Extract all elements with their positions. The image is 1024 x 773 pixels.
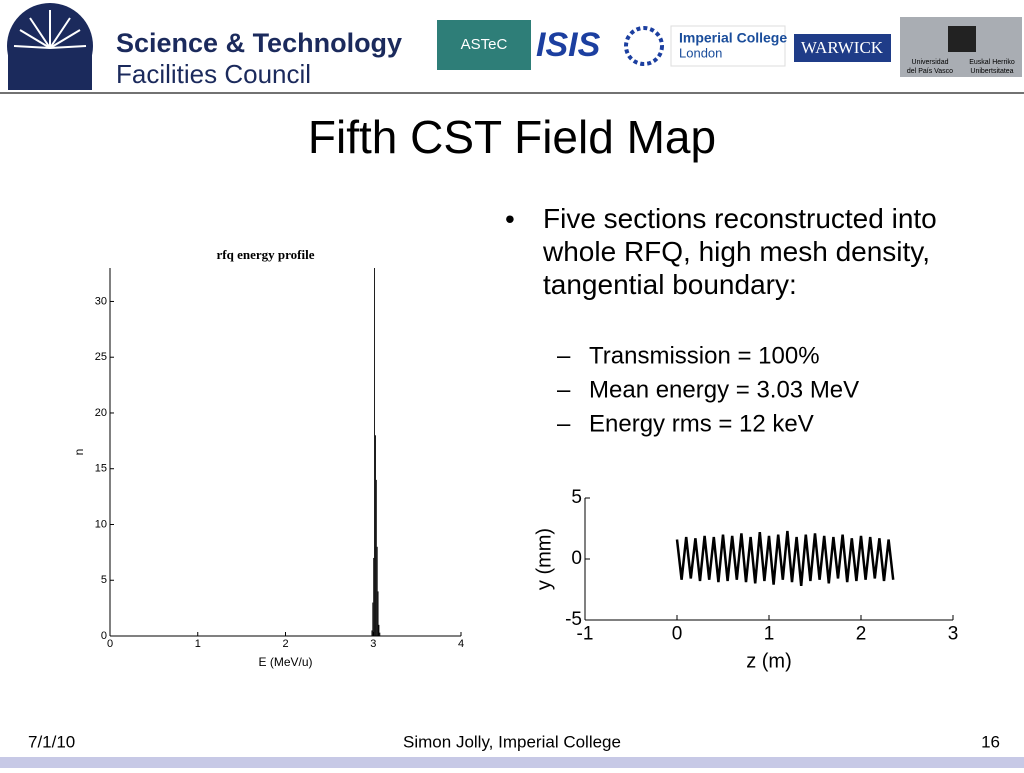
x-tick-label: 3 [948, 623, 959, 644]
histogram-bar [376, 546, 378, 636]
footer-author: Simon Jolly, Imperial College [403, 732, 621, 751]
astec-logo [437, 20, 531, 70]
y-tick-label: 15 [95, 463, 107, 475]
y-tick-label: 20 [95, 407, 107, 419]
sub-bullet-marker: – [557, 342, 571, 369]
x-axis-label: E (MeV/u) [258, 655, 312, 669]
sub-bullet: Mean energy = 3.03 MeV [589, 376, 859, 403]
x-tick-label: 1 [195, 638, 201, 650]
isis-text: ISIS [536, 26, 601, 64]
y-tick-label: 10 [95, 518, 107, 530]
chart-title: rfq energy profile [217, 247, 315, 262]
sub-bullet-marker: – [557, 410, 571, 437]
y-tick-label: 30 [95, 295, 107, 307]
x-tick-label: 1 [764, 623, 775, 644]
y-axis-label: n [72, 449, 86, 456]
warwick-text: WARWICK [801, 38, 884, 57]
bullet-text: Five sections reconstructed into whole R… [543, 203, 937, 300]
sub-bullet: Transmission = 100% [589, 342, 820, 369]
y-axis-label: y (mm) [533, 528, 555, 590]
imperial-logo [670, 25, 786, 67]
sub-bullet-marker: – [557, 376, 571, 403]
trajectory-line [675, 530, 895, 586]
histogram-bar [373, 557, 375, 636]
astec-text: ASTeC [461, 36, 508, 53]
upv-icon [948, 26, 976, 52]
x-tick-label: 0 [672, 623, 683, 644]
x-tick-label: 3 [370, 638, 376, 650]
histogram-bar [377, 591, 379, 636]
x-tick-label: 2 [282, 638, 288, 650]
footer-date: 7/1/10 [28, 732, 75, 751]
x-tick-label: 4 [458, 638, 464, 650]
histogram-bar [374, 268, 376, 636]
y-tick-label: -5 [565, 609, 582, 630]
stfc-sun [13, 10, 87, 49]
y-tick-label: 0 [101, 630, 107, 642]
y-tick-label: 25 [95, 351, 107, 363]
slide-title: Fifth CST Field Map [308, 111, 716, 163]
histogram-bar [371, 630, 373, 636]
imperial-text: Imperial College [679, 30, 787, 46]
x-tick-label: 0 [107, 638, 113, 650]
histogram-bar [372, 602, 374, 636]
sub-bullet: Energy rms = 12 keV [589, 410, 814, 437]
bullet-marker: • [505, 203, 515, 234]
footer-bar [0, 757, 1024, 768]
org-name: Facilities Council [116, 59, 311, 89]
histogram-bar [375, 479, 377, 636]
x-tick-label: 2 [856, 623, 867, 644]
upv-text: Unibertsitatea [970, 68, 1013, 75]
histogram-bar [378, 624, 380, 636]
y-tick-label: 0 [571, 548, 582, 569]
isis-icon [624, 26, 664, 66]
warwick-logo [794, 34, 891, 62]
upv-text: del País Vasco [907, 68, 953, 75]
footer-page: 16 [981, 732, 1000, 751]
y-tick-label: 5 [101, 574, 107, 586]
upv-text: Euskal Herriko [969, 59, 1015, 66]
org-name: Science & Technology [116, 28, 402, 58]
x-tick-label: -1 [577, 623, 594, 644]
x-axis-label: z (m) [746, 650, 792, 672]
histogram-bar [375, 435, 376, 636]
imperial-text: London [679, 45, 722, 60]
bullet-box: Five sections reconstructed into whole R… [543, 203, 937, 300]
y-tick-label: 5 [571, 487, 582, 508]
histogram-bar [379, 632, 381, 636]
stfc-base [8, 52, 92, 90]
upv-text: Universidad [912, 59, 949, 66]
